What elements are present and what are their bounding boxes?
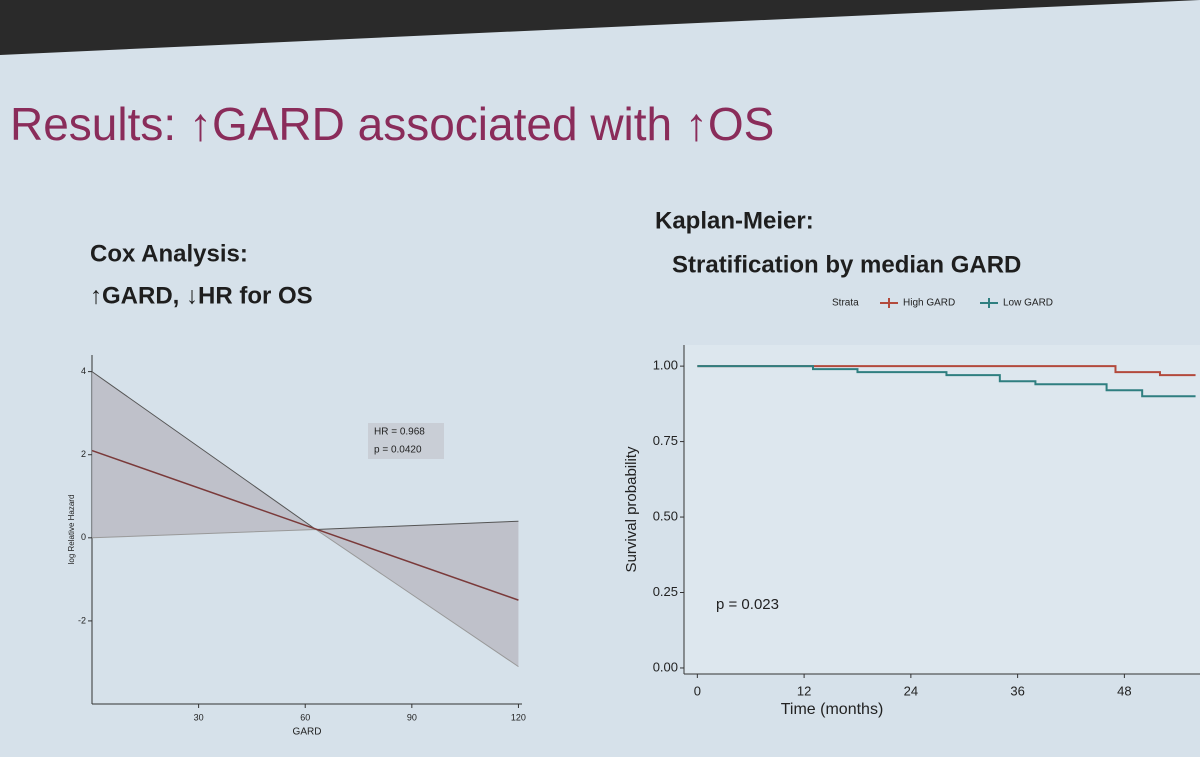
slide-title: Results: ↑GARD associated with ↑OS <box>10 98 774 150</box>
survival-curve <box>697 365 1196 398</box>
y-tick-label: 1.00 <box>653 358 678 373</box>
confidence-band <box>92 371 519 667</box>
x-tick-label: 48 <box>1117 683 1131 698</box>
y-tick-label: 0.00 <box>653 659 678 674</box>
y-tick-label: 0 <box>81 532 86 542</box>
y-axis-label: log Relative Hazard <box>67 495 76 565</box>
x-axis-label: GARD <box>293 727 322 738</box>
x-tick-label: 60 <box>300 712 310 722</box>
y-tick-label: 4 <box>81 366 86 376</box>
x-tick-label: 36 <box>1010 683 1024 698</box>
y-tick-label: 2 <box>81 449 86 459</box>
x-tick-label: 90 <box>407 712 417 722</box>
annotation: HR = 0.968 <box>374 427 425 438</box>
y-tick-label: 0.25 <box>653 584 678 599</box>
y-tick-label: 0.75 <box>653 433 678 448</box>
x-axis-label: Time (months) <box>781 701 884 718</box>
chart-subtitle: Stratification by median GARD <box>672 251 1021 278</box>
survival-curve <box>697 365 1196 377</box>
x-tick-label: 120 <box>511 712 526 722</box>
x-tick-label: 12 <box>797 683 811 698</box>
annotation: p = 0.023 <box>716 596 779 613</box>
annotation: p = 0.0420 <box>374 445 422 456</box>
legend-title: Strata <box>832 298 859 309</box>
fit-line <box>91 449 519 601</box>
x-tick-label: 0 <box>694 683 701 698</box>
chart-subtitle: ↑GARD, ↓HR for OS <box>90 282 313 309</box>
y-tick-label: 0.50 <box>653 508 678 523</box>
legend-label: High GARD <box>903 298 955 309</box>
chart-title: Kaplan-Meier: <box>655 207 814 234</box>
x-tick-label: 30 <box>194 712 204 722</box>
annotation-box <box>368 423 444 459</box>
chart-title: Cox Analysis: <box>90 240 248 267</box>
y-axis-label: Survival probability <box>623 446 640 572</box>
legend-label: Low GARD <box>1003 298 1053 309</box>
x-tick-label: 24 <box>904 683 918 698</box>
plot-background <box>684 345 1200 674</box>
y-tick-label: -2 <box>78 615 86 625</box>
